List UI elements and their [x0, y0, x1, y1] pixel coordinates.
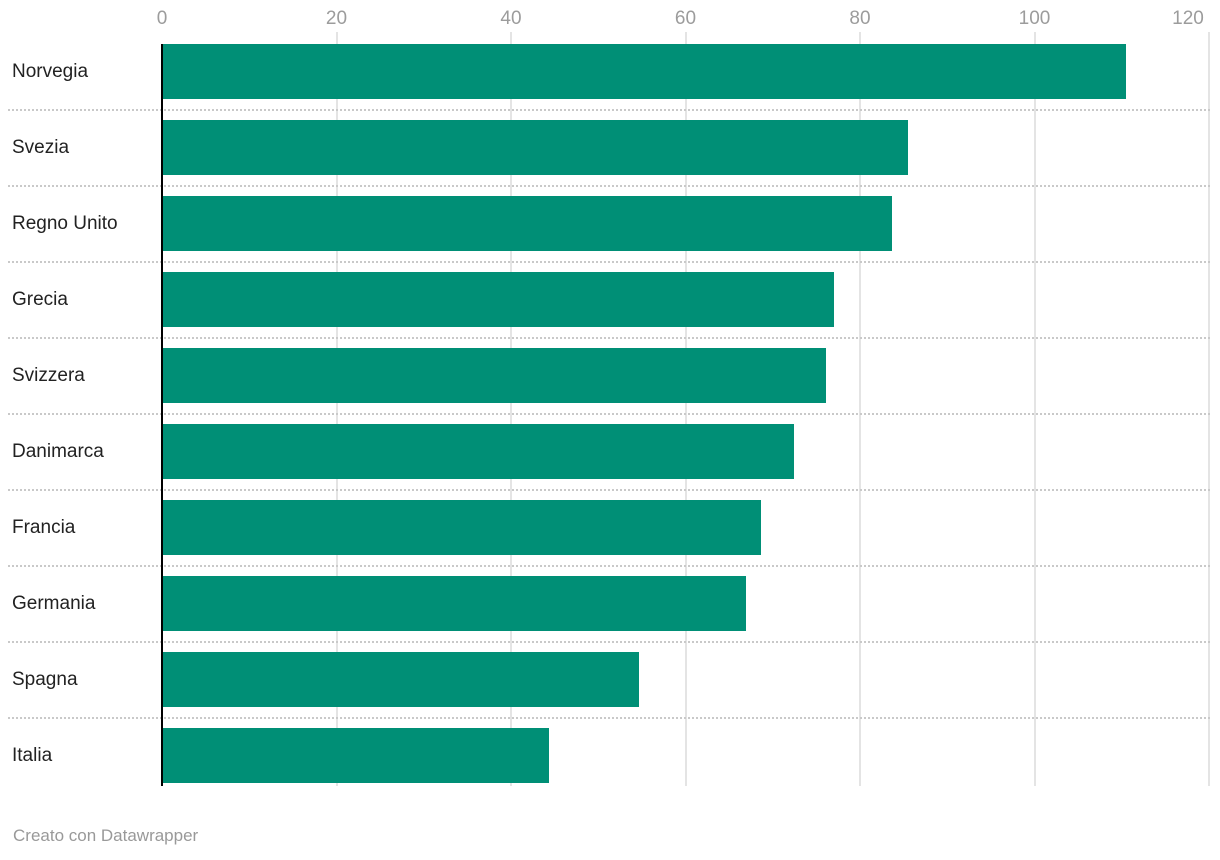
x-axis-tick-label: 100 — [1018, 8, 1051, 29]
x-axis-tick-label: 60 — [674, 8, 697, 29]
chart-row: Italia — [0, 718, 1220, 794]
bar-svezia — [162, 120, 908, 175]
category-label: Norvegia — [12, 60, 89, 82]
x-axis: 0 20 40 60 80 100 120 — [0, 6, 1220, 32]
bar-francia — [162, 500, 762, 555]
bar-spagna — [162, 652, 640, 707]
datawrapper-credit-link[interactable]: Creato con Datawrapper — [13, 826, 199, 845]
y-axis-line — [161, 44, 163, 786]
chart-row: Germania — [0, 566, 1220, 643]
category-label: Italia — [12, 744, 53, 766]
category-label: Francia — [12, 516, 76, 538]
category-label: Svizzera — [12, 364, 85, 386]
chart-row: Norvegia — [0, 34, 1220, 111]
chart-row: Regno Unito — [0, 186, 1220, 263]
bar-norvegia — [162, 44, 1127, 99]
category-label: Svezia — [12, 136, 70, 158]
gridlines — [0, 32, 1220, 786]
bar-regno-unito — [162, 196, 893, 251]
bar-danimarca — [162, 424, 794, 479]
category-label: Spagna — [12, 668, 78, 690]
bar-italia — [162, 728, 550, 783]
bar-germania — [162, 576, 746, 631]
gridline — [684, 32, 687, 786]
chart-row: Spagna — [0, 642, 1220, 719]
x-axis-tick-label: 80 — [849, 8, 871, 29]
bar-grecia — [162, 272, 834, 327]
x-axis-tick-label: 20 — [325, 8, 348, 29]
x-axis-tick-label: 0 — [156, 8, 168, 29]
bar-svizzera — [162, 348, 826, 403]
chart-row: Grecia — [0, 262, 1220, 339]
gridline — [859, 32, 861, 786]
x-axis-tick-label: 40 — [500, 8, 522, 29]
chart-row: Francia — [0, 490, 1220, 567]
category-label: Grecia — [12, 288, 68, 310]
x-axis-tick-label: 120 — [1172, 8, 1204, 29]
category-label: Regno Unito — [12, 212, 118, 234]
gridline — [1208, 32, 1210, 786]
chart-rows: Norvegia Svezia Regno Unito Grecia Svizzera D… — [0, 34, 1220, 794]
gridline — [1033, 32, 1036, 786]
chart-row: Svezia — [0, 110, 1220, 187]
chart-footer: Creato con Datawrapper — [13, 826, 198, 846]
gridline — [510, 32, 512, 786]
gridline — [335, 32, 338, 786]
category-label: Germania — [12, 592, 96, 614]
chart-row: Danimarca — [0, 414, 1220, 491]
category-label: Danimarca — [12, 440, 104, 462]
chart-row: Svizzera — [0, 338, 1220, 415]
